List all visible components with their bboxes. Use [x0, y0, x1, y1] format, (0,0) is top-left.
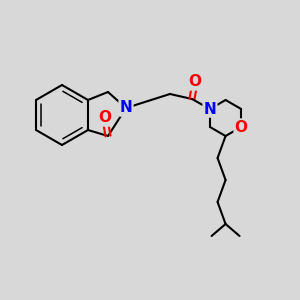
Text: N: N	[120, 100, 132, 116]
Text: O: O	[188, 74, 202, 89]
Text: O: O	[235, 119, 248, 134]
Text: O: O	[98, 110, 112, 125]
Text: N: N	[204, 101, 216, 116]
